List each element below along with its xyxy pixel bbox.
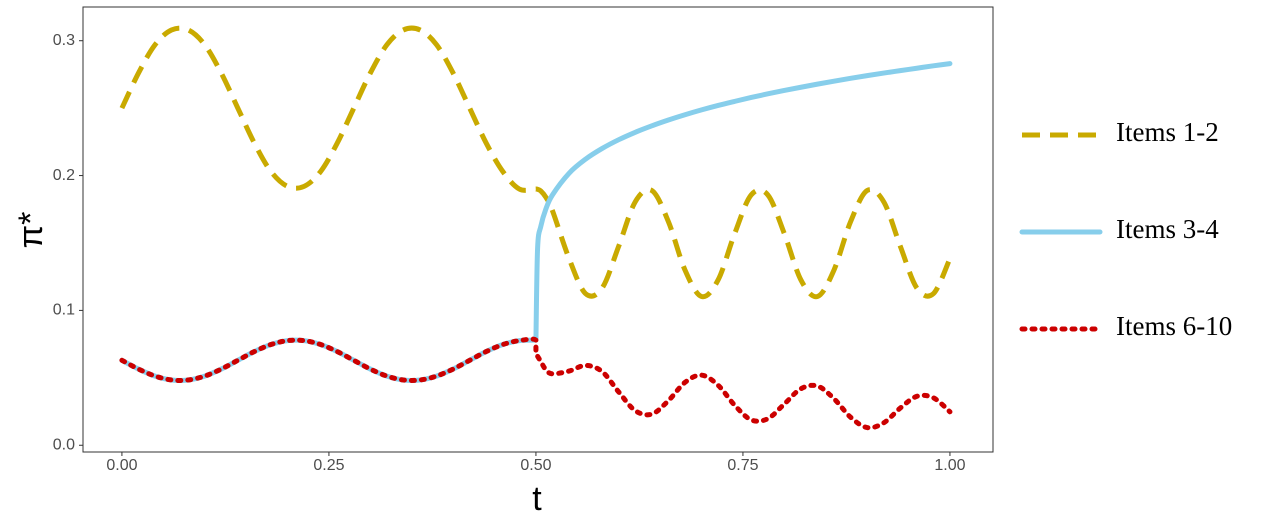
x-tick-label: 0.00 [106, 457, 137, 474]
y-tick-label: 0.0 [53, 436, 75, 453]
x-tick-label: 0.75 [727, 457, 758, 474]
x-tick-label: 0.25 [313, 457, 344, 474]
y-tick-label: 0.3 [53, 32, 75, 49]
plot-area [119, 25, 953, 431]
legend-label: Items 6-10 [1116, 311, 1232, 341]
legend: Items 1-2 Items 3-4 Items 6-10 [1019, 117, 1232, 341]
y-tick-label: 0.1 [53, 302, 75, 319]
legend-label: Items 1-2 [1116, 117, 1219, 147]
series-line [119, 25, 953, 300]
legend-label: Items 3-4 [1116, 214, 1219, 244]
series-line [119, 336, 953, 431]
y-tick-label: 0.2 [53, 167, 75, 184]
y-axis-title: π* [12, 212, 50, 249]
x-tick-label: 1.00 [934, 457, 965, 474]
x-axis-title: t [532, 480, 542, 518]
x-tick-label: 0.50 [520, 457, 551, 474]
